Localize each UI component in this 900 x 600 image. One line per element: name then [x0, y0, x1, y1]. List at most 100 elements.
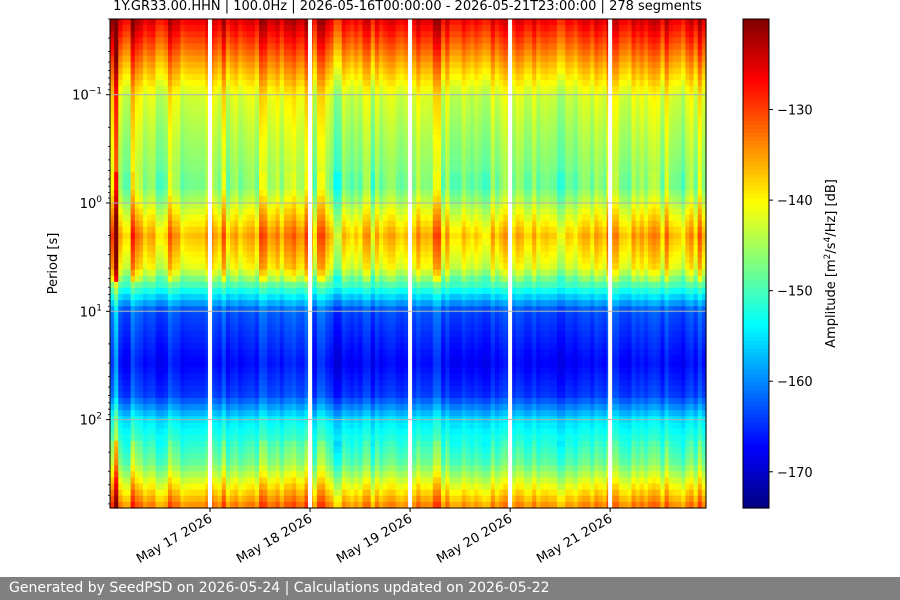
- heatmap-cell: [114, 86, 119, 93]
- heatmap-cell: [143, 483, 148, 491]
- heatmap-cell: [163, 184, 169, 191]
- heatmap-cell: [234, 440, 239, 448]
- heatmap-cell: [316, 80, 322, 87]
- heatmap-cell: [238, 367, 244, 375]
- heatmap-cell: [126, 196, 132, 203]
- heatmap-cell: [180, 257, 186, 265]
- heatmap-cell: [163, 330, 169, 338]
- heatmap-cell: [188, 440, 194, 448]
- heatmap-cell: [337, 355, 343, 362]
- heatmap-cell: [213, 49, 219, 57]
- heatmap-cell: [213, 318, 219, 326]
- heatmap-cell: [267, 239, 273, 246]
- heatmap-cell: [118, 422, 124, 430]
- heatmap-cell: [225, 422, 231, 430]
- heatmap-cell: [114, 116, 119, 124]
- heatmap-cell: [263, 245, 268, 252]
- heatmap-cell: [155, 122, 161, 130]
- heatmap-cell: [114, 318, 119, 326]
- heatmap-cell: [201, 31, 206, 38]
- heatmap-cell: [130, 465, 136, 472]
- heatmap-cell: [271, 80, 277, 87]
- heatmap-cell: [275, 373, 281, 381]
- heatmap-cell: [263, 495, 268, 503]
- heatmap-cell: [221, 471, 227, 479]
- heatmap-cell: [341, 367, 347, 375]
- heatmap-cell: [259, 141, 264, 148]
- heatmap-cell: [118, 410, 124, 417]
- heatmap-cell: [196, 483, 202, 491]
- heatmap-cell: [217, 361, 223, 369]
- heatmap-cell: [358, 232, 364, 240]
- heatmap-cell: [337, 483, 343, 491]
- heatmap-cell: [267, 471, 273, 479]
- heatmap-cell: [263, 190, 268, 197]
- heatmap-cell: [254, 147, 260, 155]
- heatmap-cell: [275, 110, 281, 118]
- heatmap-cell: [312, 349, 318, 356]
- heatmap-cell: [221, 373, 227, 381]
- heatmap-cell: [366, 159, 372, 167]
- heatmap-cell: [134, 31, 140, 38]
- heatmap-cell: [263, 446, 268, 454]
- heatmap-cell: [201, 245, 206, 252]
- heatmap-cell: [230, 257, 235, 265]
- heatmap-cell: [134, 355, 140, 362]
- heatmap-cell: [172, 122, 177, 130]
- heatmap-cell: [246, 294, 252, 301]
- heatmap-cell: [201, 147, 206, 155]
- heatmap-cell: [184, 422, 190, 430]
- heatmap-cell: [126, 269, 132, 277]
- heatmap-cell: [122, 275, 128, 283]
- heatmap-cell: [250, 410, 256, 417]
- heatmap-cell: [159, 471, 165, 479]
- heatmap-cell: [196, 300, 202, 307]
- heatmap-cell: [151, 147, 157, 155]
- heatmap-cell: [250, 446, 256, 454]
- heatmap-cell: [304, 190, 310, 197]
- heatmap-cell: [271, 263, 277, 271]
- heatmap-cell: [188, 465, 194, 472]
- heatmap-cell: [234, 104, 239, 112]
- heatmap-cell: [180, 318, 186, 326]
- heatmap-cell: [316, 342, 322, 350]
- heatmap-cell: [126, 257, 132, 265]
- heatmap-cell: [345, 153, 351, 161]
- heatmap-cell: [155, 324, 161, 332]
- heatmap-cell: [267, 379, 273, 387]
- heatmap-cell: [172, 391, 177, 399]
- heatmap-cell: [155, 434, 161, 442]
- heatmap-cell: [130, 404, 136, 411]
- heatmap-cell: [312, 220, 318, 228]
- heatmap-cell: [279, 116, 285, 124]
- heatmap-cell: [230, 379, 235, 387]
- heatmap-cell: [254, 251, 260, 258]
- heatmap-cell: [192, 49, 198, 57]
- heatmap-cell: [205, 269, 210, 277]
- heatmap-cell: [271, 410, 277, 417]
- heatmap-cell: [147, 495, 152, 503]
- heatmap-cell: [312, 440, 318, 448]
- heatmap-cell: [122, 67, 128, 75]
- heatmap-cell: [172, 80, 177, 87]
- heatmap-cell: [316, 336, 322, 344]
- heatmap-cell: [242, 471, 248, 479]
- heatmap-cell: [321, 355, 326, 362]
- heatmap-cell: [221, 312, 227, 320]
- heatmap-cell: [242, 269, 248, 277]
- heatmap-cell: [147, 391, 152, 399]
- heatmap-cell: [300, 318, 306, 326]
- heatmap-cell: [279, 385, 285, 393]
- heatmap-cell: [167, 141, 173, 148]
- heatmap-cell: [254, 202, 260, 210]
- heatmap-cell: [312, 428, 318, 436]
- heatmap-cell: [155, 98, 161, 106]
- heatmap-cell: [259, 251, 264, 258]
- heatmap-cell: [176, 80, 181, 87]
- heatmap-cell: [151, 190, 157, 197]
- heatmap-cell: [114, 257, 119, 265]
- heatmap-cell: [246, 135, 252, 142]
- heatmap-cell: [250, 318, 256, 326]
- heatmap-cell: [110, 422, 115, 430]
- heatmap-cell: [259, 379, 264, 387]
